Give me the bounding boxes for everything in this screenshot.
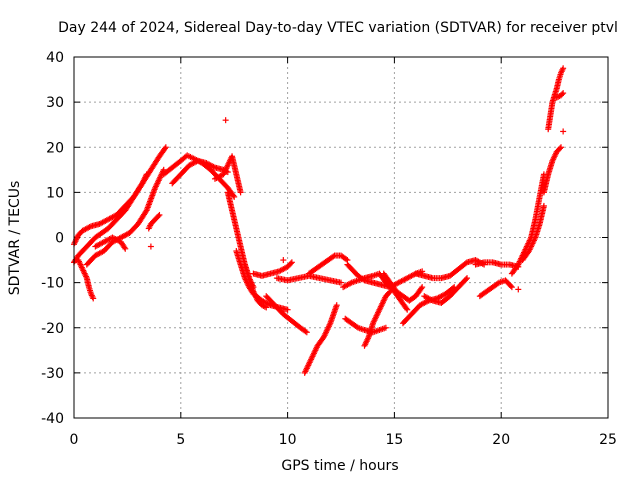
data-point <box>122 245 129 252</box>
data-point <box>280 257 287 264</box>
x-tick-label: 0 <box>70 432 79 448</box>
data-point <box>462 260 469 267</box>
data-point <box>418 285 425 292</box>
data-point <box>382 324 389 331</box>
y-tick-label: 40 <box>46 50 64 66</box>
data-point <box>263 304 270 311</box>
data-point <box>560 90 567 97</box>
data-point <box>403 305 410 312</box>
data-point <box>147 243 154 250</box>
x-tick-label: 20 <box>492 432 510 448</box>
data-point <box>330 253 337 260</box>
data-point <box>386 289 393 296</box>
data-point <box>462 276 469 283</box>
y-axis-label: SDTVAR / TECUs <box>7 181 23 296</box>
data-point <box>288 259 295 266</box>
grid-lines <box>74 57 608 418</box>
data-point <box>559 91 566 98</box>
data-point <box>90 295 97 302</box>
x-tick-label: 25 <box>599 432 617 448</box>
y-tick-label: 10 <box>46 185 64 201</box>
data-point <box>507 283 514 290</box>
data-point <box>419 284 426 291</box>
x-axis-label: GPS time / hours <box>281 458 398 474</box>
y-tick-label: -40 <box>41 411 64 427</box>
data-point <box>558 144 565 151</box>
x-tick-label: 5 <box>176 432 185 448</box>
data-point <box>540 202 547 209</box>
y-tick-label: -20 <box>41 321 64 337</box>
data-point <box>222 117 229 124</box>
data-point <box>156 211 163 218</box>
data-point <box>560 65 567 72</box>
chart-title: Day 244 of 2024, Sidereal Day-to-day VTE… <box>58 20 618 36</box>
y-tick-label: -30 <box>41 366 64 382</box>
data-point <box>143 171 150 178</box>
data-point <box>287 260 294 267</box>
data-point <box>404 306 411 313</box>
data-point <box>162 144 169 151</box>
x-tick-label: 15 <box>385 432 403 448</box>
data-points <box>71 65 567 376</box>
data-point <box>515 286 522 293</box>
data-point <box>155 213 162 220</box>
data-point <box>333 302 340 309</box>
data-point <box>419 268 426 275</box>
x-tick-label: 10 <box>279 432 297 448</box>
data-point <box>121 244 128 251</box>
data-point <box>338 279 344 286</box>
data-point <box>387 288 394 295</box>
data-point <box>464 275 471 282</box>
tick-labels: 0 5 10 15 20 25 -40 -30 -20 -10 0 10 20 30 40 <box>41 50 617 448</box>
data-point <box>560 128 567 135</box>
data-point <box>303 329 310 336</box>
data-point <box>302 328 309 335</box>
data-point <box>343 256 350 263</box>
data-point <box>556 145 563 152</box>
data-point <box>508 284 515 291</box>
y-tick-label: -10 <box>41 276 64 292</box>
data-point <box>284 306 291 313</box>
y-tick-label: 30 <box>46 95 64 111</box>
data-point <box>161 145 168 152</box>
plot-frame <box>73 56 609 419</box>
y-tick-label: 20 <box>46 140 64 156</box>
y-tick-label: 0 <box>55 231 64 247</box>
data-point <box>237 189 244 196</box>
data-point <box>231 193 238 200</box>
